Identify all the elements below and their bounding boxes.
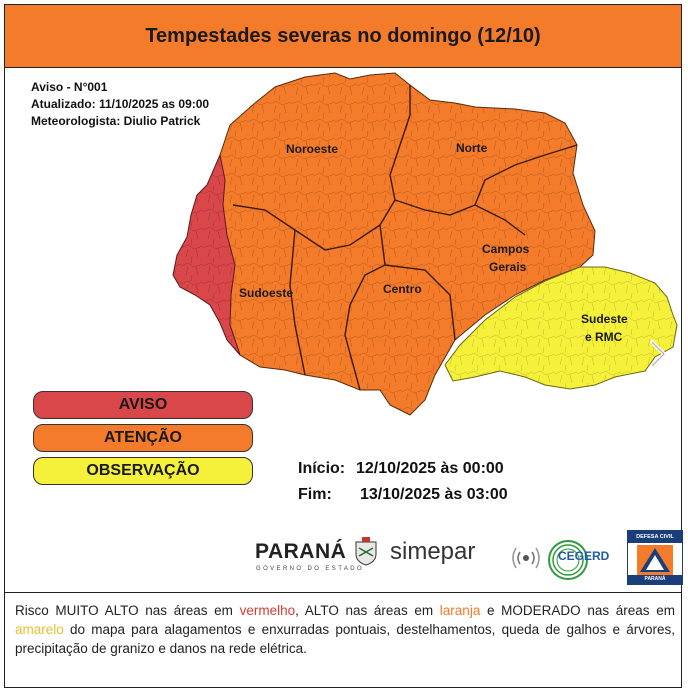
risk-text-4: do mapa para alagamentos e enxurradas po…: [15, 622, 675, 656]
region-label-sudeste-2: e RMC: [585, 330, 623, 344]
parana-logo: PARANÁ: [255, 540, 347, 563]
defesa-civil-label: DEFESA CIVIL: [628, 531, 682, 543]
legend-atencao-label: ATENÇÃO: [104, 429, 182, 446]
region-label-sudoeste: Sudoeste: [239, 286, 293, 300]
region-label-campos-gerais-1: Campos: [482, 242, 530, 256]
defesa-civil-state: PARANÁ: [628, 575, 682, 584]
region-label-norte: Norte: [456, 141, 488, 155]
end-label: Fim:: [298, 486, 332, 503]
updated-timestamp: Atualizado: 11/10/2025 as 09:00: [31, 97, 210, 111]
region-label-sudeste-1: Sudeste: [581, 312, 628, 326]
legend-atencao: ATENÇÃO: [33, 424, 253, 452]
risk-color-red: vermelho: [239, 603, 296, 618]
region-boundaries: [232, 85, 578, 391]
bulletin-meta: Aviso - N°001 Atualizado: 11/10/2025 as …: [31, 79, 209, 130]
defesa-civil-logo: DEFESA CIVIL PARANÁ: [627, 530, 683, 585]
risk-color-orange: laranja: [439, 603, 481, 618]
chevron-right-icon[interactable]: [647, 338, 669, 370]
risk-text-2: , ALTO nas áreas em: [295, 603, 440, 618]
header-bar: Tempestades severas no domingo (12/10): [5, 5, 681, 68]
legend-aviso: AVISO: [33, 391, 253, 419]
legend-observacao-label: OBSERVAÇÃO: [86, 462, 200, 479]
end-value: 13/10/2025 às 03:00: [360, 486, 508, 503]
risk-description: Risco MUITO ALTO nas áreas em vermelho, …: [15, 601, 675, 658]
region-label-campos-gerais-2: Gerais: [489, 260, 527, 274]
legend-aviso-label: AVISO: [118, 396, 168, 413]
radar-waves-icon: [512, 547, 540, 569]
simepar-logo: simepar: [390, 538, 476, 565]
parana-crest-icon: [355, 537, 377, 566]
page-title: Tempestades severas no domingo (12/10): [145, 24, 541, 47]
parana-map: Noroeste Norte Campos Gerais Sudoeste Ce…: [172, 72, 678, 416]
risk-text-1: Risco MUITO ALTO nas áreas em: [15, 603, 240, 618]
aviso-number: Aviso - N°001: [31, 80, 108, 94]
bulletin-frame: Tempestades severas no domingo (12/10) A…: [4, 4, 685, 688]
meteorologist: Meteorologista: Diulio Patrick: [31, 114, 201, 128]
partner-logos: PARANÁ GOVERNO DO ESTADO simepar CEGERD …: [255, 530, 685, 585]
footer-divider: [5, 592, 681, 593]
cegerd-logo: CEGERD: [558, 549, 610, 563]
validity-period: Início: 12/10/2025 às 00:00 Fim: 13/10/2…: [298, 456, 508, 508]
region-label-centro: Centro: [383, 282, 422, 296]
defesa-civil-triangle-icon: [637, 545, 673, 575]
region-label-noroeste: Noroeste: [286, 142, 338, 156]
cegerd-rings-icon: [548, 540, 588, 580]
start-label: Início:: [298, 460, 346, 477]
risk-text-3: e MODERADO nas áreas em: [480, 603, 675, 618]
legend-observacao: OBSERVAÇÃO: [33, 457, 253, 485]
start-value: 12/10/2025 às 00:00: [356, 460, 504, 477]
risk-color-yellow: amarelo: [15, 622, 64, 637]
parana-logo-sub: GOVERNO DO ESTADO: [256, 566, 365, 572]
